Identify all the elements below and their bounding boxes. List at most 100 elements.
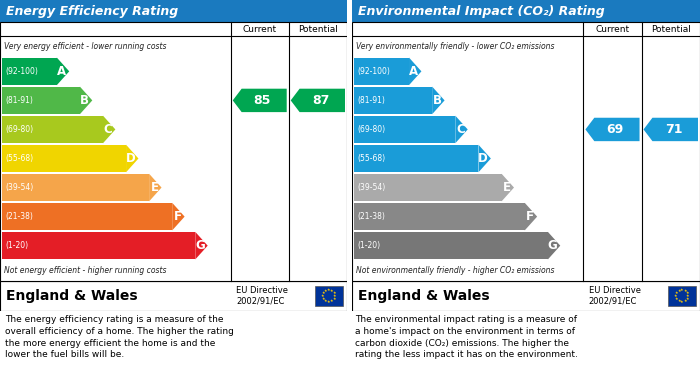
Bar bbox=[354, 174, 502, 201]
Text: (1-20): (1-20) bbox=[5, 241, 28, 250]
Bar bbox=[354, 203, 525, 230]
Text: ★: ★ bbox=[324, 289, 328, 293]
Text: (55-68): (55-68) bbox=[5, 154, 33, 163]
Text: Potential: Potential bbox=[651, 25, 691, 34]
Text: The environmental impact rating is a measure of
a home's impact on the environme: The environmental impact rating is a mea… bbox=[355, 315, 578, 359]
Text: D: D bbox=[478, 152, 488, 165]
Bar bbox=[2, 145, 126, 172]
Polygon shape bbox=[195, 232, 208, 259]
Text: E: E bbox=[503, 181, 511, 194]
Text: ★: ★ bbox=[675, 297, 678, 301]
Text: ★: ★ bbox=[322, 291, 326, 295]
Text: 87: 87 bbox=[312, 94, 329, 107]
Text: ★: ★ bbox=[678, 299, 680, 303]
Text: 85: 85 bbox=[253, 94, 271, 107]
Text: EU Directive
2002/91/EC: EU Directive 2002/91/EC bbox=[589, 286, 640, 306]
Text: (55-68): (55-68) bbox=[357, 154, 385, 163]
Bar bbox=[352, 22, 700, 281]
Text: Not environmentally friendly - higher CO₂ emissions: Not environmentally friendly - higher CO… bbox=[356, 266, 554, 275]
Polygon shape bbox=[643, 118, 698, 141]
Text: (69-80): (69-80) bbox=[357, 125, 385, 134]
Bar bbox=[352, 281, 700, 311]
Text: E: E bbox=[150, 181, 158, 194]
Bar bbox=[354, 116, 455, 143]
Text: ★: ★ bbox=[327, 300, 330, 304]
Bar bbox=[354, 87, 432, 114]
Text: ★: ★ bbox=[321, 294, 325, 298]
Bar bbox=[0, 281, 347, 311]
Text: F: F bbox=[526, 210, 534, 223]
Text: B: B bbox=[433, 94, 442, 107]
Text: B: B bbox=[80, 94, 90, 107]
Bar bbox=[354, 232, 548, 259]
Text: (39-54): (39-54) bbox=[5, 183, 34, 192]
Text: ★: ★ bbox=[324, 299, 328, 303]
Text: (92-100): (92-100) bbox=[357, 67, 390, 76]
Text: England & Wales: England & Wales bbox=[6, 289, 138, 303]
Bar bbox=[2, 57, 57, 85]
Text: ★: ★ bbox=[332, 291, 336, 295]
Polygon shape bbox=[103, 116, 116, 143]
Text: D: D bbox=[126, 152, 136, 165]
Bar bbox=[0, 22, 347, 281]
Text: ★: ★ bbox=[674, 294, 678, 298]
Text: Energy Efficiency Rating: Energy Efficiency Rating bbox=[6, 5, 178, 18]
Text: England & Wales: England & Wales bbox=[358, 289, 489, 303]
Text: Environmental Impact (CO₂) Rating: Environmental Impact (CO₂) Rating bbox=[358, 5, 605, 18]
Text: Very environmentally friendly - lower CO₂ emissions: Very environmentally friendly - lower CO… bbox=[356, 42, 554, 51]
Bar bbox=[2, 174, 149, 201]
Polygon shape bbox=[502, 174, 514, 201]
Text: ★: ★ bbox=[330, 289, 334, 293]
Text: ★: ★ bbox=[685, 297, 689, 301]
Polygon shape bbox=[455, 116, 468, 143]
Polygon shape bbox=[172, 203, 185, 230]
Text: (92-100): (92-100) bbox=[5, 67, 38, 76]
Polygon shape bbox=[479, 145, 491, 172]
Text: ★: ★ bbox=[685, 291, 689, 295]
Text: (81-91): (81-91) bbox=[357, 96, 385, 105]
Polygon shape bbox=[80, 87, 92, 114]
Text: (21-38): (21-38) bbox=[5, 212, 33, 221]
Text: ★: ★ bbox=[680, 300, 684, 304]
Bar bbox=[2, 203, 172, 230]
Bar bbox=[354, 145, 479, 172]
Text: 71: 71 bbox=[665, 123, 682, 136]
Text: G: G bbox=[547, 239, 557, 252]
Text: (81-91): (81-91) bbox=[5, 96, 33, 105]
Text: Current: Current bbox=[243, 25, 276, 34]
Bar bbox=[354, 57, 409, 85]
Text: ★: ★ bbox=[683, 289, 687, 293]
Text: ★: ★ bbox=[678, 289, 680, 293]
Text: ★: ★ bbox=[322, 297, 326, 301]
Polygon shape bbox=[57, 57, 69, 85]
Text: ★: ★ bbox=[686, 294, 690, 298]
Text: C: C bbox=[104, 123, 113, 136]
Text: ★: ★ bbox=[680, 288, 684, 292]
Text: ★: ★ bbox=[330, 299, 334, 303]
Text: (1-20): (1-20) bbox=[357, 241, 380, 250]
Text: C: C bbox=[456, 123, 465, 136]
Text: (21-38): (21-38) bbox=[357, 212, 385, 221]
Bar bbox=[2, 232, 195, 259]
Text: Potential: Potential bbox=[298, 25, 338, 34]
Text: A: A bbox=[410, 65, 419, 78]
Polygon shape bbox=[290, 89, 345, 112]
Polygon shape bbox=[409, 57, 421, 85]
Text: ★: ★ bbox=[683, 299, 687, 303]
Polygon shape bbox=[525, 203, 537, 230]
Polygon shape bbox=[126, 145, 139, 172]
Text: EU Directive
2002/91/EC: EU Directive 2002/91/EC bbox=[236, 286, 288, 306]
Polygon shape bbox=[432, 87, 444, 114]
Text: G: G bbox=[195, 239, 204, 252]
Text: Very energy efficient - lower running costs: Very energy efficient - lower running co… bbox=[4, 42, 167, 51]
Bar bbox=[2, 87, 80, 114]
Bar bbox=[668, 286, 696, 306]
Text: A: A bbox=[57, 65, 66, 78]
Text: 69: 69 bbox=[606, 123, 624, 136]
Bar bbox=[352, 0, 700, 22]
Polygon shape bbox=[149, 174, 162, 201]
Polygon shape bbox=[548, 232, 560, 259]
Text: ★: ★ bbox=[332, 297, 336, 301]
Text: ★: ★ bbox=[333, 294, 337, 298]
Text: (69-80): (69-80) bbox=[5, 125, 33, 134]
